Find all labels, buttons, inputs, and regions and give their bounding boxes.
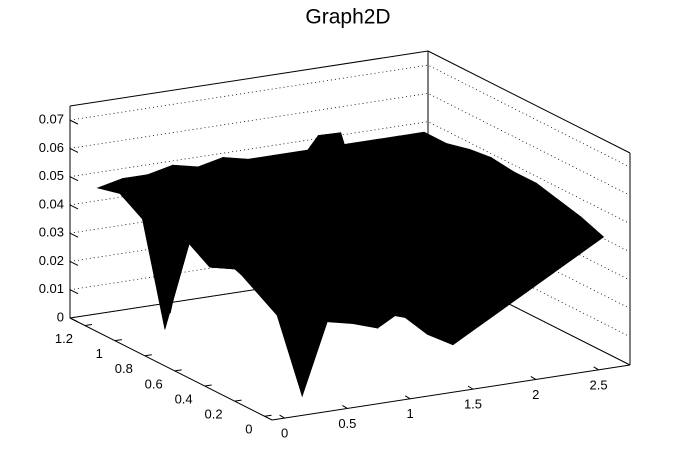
y-tick-label: 0.6 <box>145 376 163 391</box>
x-tick <box>342 404 348 409</box>
z-tick <box>69 232 79 238</box>
z-tick-label: 0.07 <box>39 112 64 127</box>
z-tick-label: 0.03 <box>39 225 64 240</box>
y-tick-label: 1.2 <box>55 331 73 346</box>
grid-line <box>69 234 631 338</box>
x-axis <box>271 364 631 421</box>
box-edge <box>69 50 429 107</box>
x-tick-label: 0 <box>281 426 288 441</box>
z-tick <box>69 119 79 125</box>
z-tick-label: 0.02 <box>39 253 64 268</box>
grid-line <box>69 92 631 196</box>
y-tick <box>114 339 122 342</box>
z-tick-label: 0.01 <box>39 281 64 296</box>
y-tick <box>144 354 152 357</box>
y-tick-label: 0.2 <box>205 407 223 422</box>
y-tick-label: 0.8 <box>115 361 133 376</box>
z-tick <box>69 176 79 182</box>
y-tick <box>234 399 242 402</box>
x-tick-label: 1.5 <box>464 397 482 412</box>
surface-cell <box>279 304 328 398</box>
chart-title: Graph2D <box>305 6 390 29</box>
x-tick <box>279 414 285 419</box>
y-tick-label: 0 <box>245 422 252 437</box>
box-edge <box>427 50 631 154</box>
y-tick <box>174 369 182 372</box>
x-tick <box>530 376 537 380</box>
x-tick-label: 2.5 <box>590 377 608 392</box>
z-tick-label: 0.06 <box>39 140 64 155</box>
x-tick-label: 2 <box>532 387 539 402</box>
z-tick-label: 0.05 <box>39 168 64 183</box>
x-tick <box>593 366 599 371</box>
z-tick <box>69 147 79 153</box>
grid-line <box>69 121 631 225</box>
y-axis <box>69 317 273 421</box>
y-tick-label: 1 <box>96 346 103 361</box>
x-tick <box>404 395 411 400</box>
x-tick <box>467 385 474 390</box>
y-tick <box>264 414 272 417</box>
surface-cell <box>254 289 303 397</box>
z-tick <box>69 261 79 266</box>
grid-line <box>69 64 631 168</box>
z-tick <box>69 289 79 295</box>
x-tick-label: 0.5 <box>338 416 356 431</box>
z-tick <box>69 204 79 210</box>
y-tick-label: 0.4 <box>175 391 193 406</box>
y-tick <box>84 324 93 327</box>
x-tick-label: 1 <box>407 406 414 421</box>
z-tick-label: 0 <box>57 309 64 324</box>
y-tick <box>204 384 212 387</box>
z-tick-label: 0.04 <box>39 196 64 211</box>
